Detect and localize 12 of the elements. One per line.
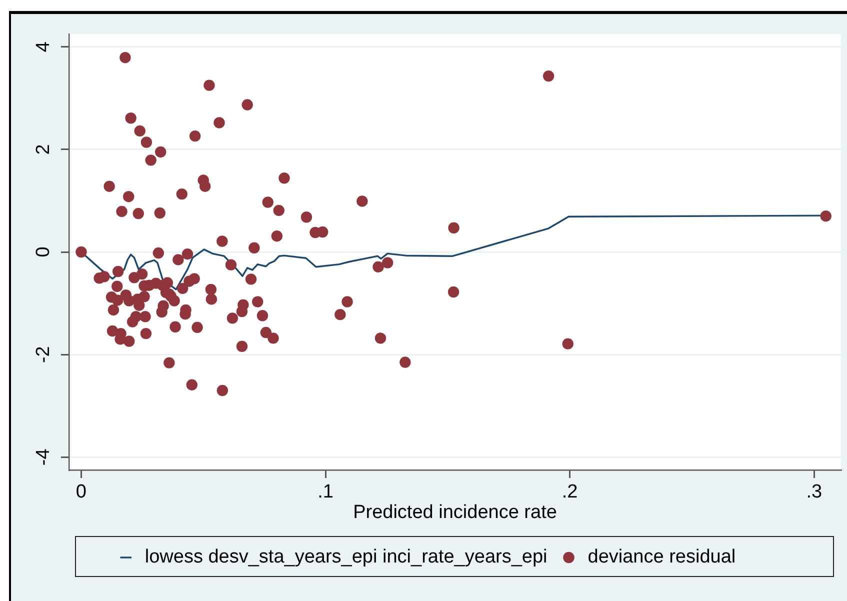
x-tick-label: .2 bbox=[562, 482, 578, 503]
x-tick-label: 0 bbox=[76, 482, 87, 503]
y-tick-label: -4 bbox=[32, 448, 54, 466]
y-tick-label: 4 bbox=[32, 41, 54, 52]
y-tick-label: 0 bbox=[32, 246, 54, 258]
y-tick-label: 2 bbox=[32, 144, 54, 155]
x-tick-label: .1 bbox=[318, 482, 334, 503]
y-tick-label: -2 bbox=[32, 346, 54, 364]
x-tick-label: .3 bbox=[806, 482, 822, 503]
legend-label: deviance residual bbox=[588, 546, 736, 568]
x-axis-title: Predicted incidence rate bbox=[353, 502, 557, 523]
legend-label: lowess desv_sta_years_epi inci_rate_years_epi bbox=[144, 546, 548, 568]
